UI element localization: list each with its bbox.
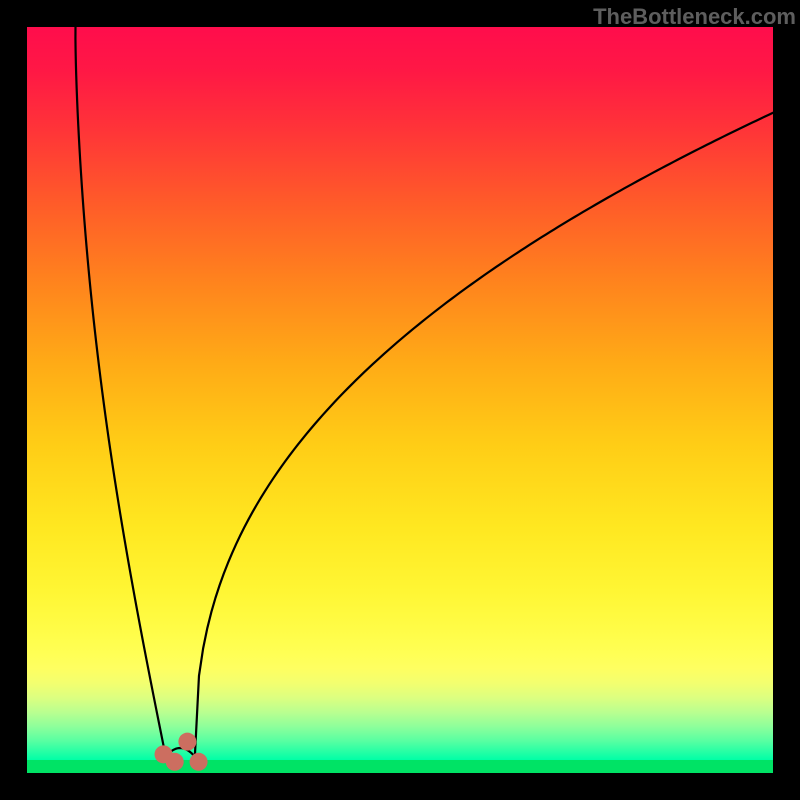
plot-area xyxy=(27,27,773,773)
plot-frame xyxy=(27,27,773,773)
curve-layer xyxy=(27,27,773,773)
minimum-marker xyxy=(166,753,184,771)
watermark-text: TheBottleneck.com xyxy=(593,4,796,30)
figure: TheBottleneck.com xyxy=(0,0,800,800)
minimum-marker xyxy=(178,733,196,751)
bottleneck-curve xyxy=(75,27,773,757)
minimum-marker xyxy=(190,753,208,771)
